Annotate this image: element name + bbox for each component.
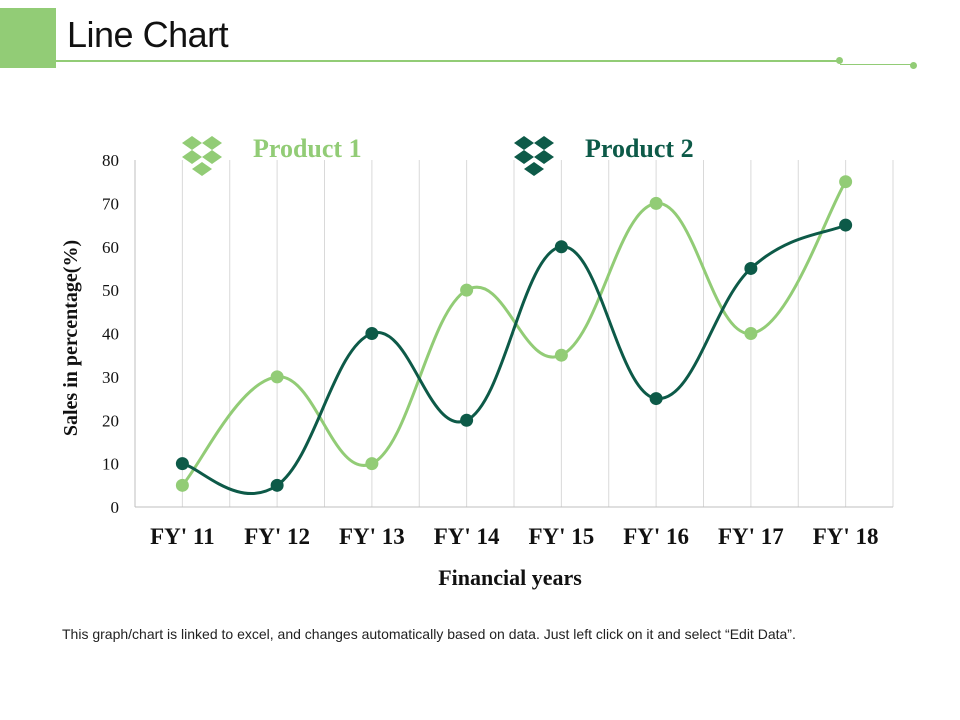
data-point-product-1 <box>839 175 853 189</box>
data-point-product-2 <box>839 218 853 232</box>
dropbox-icon-tile <box>182 150 202 164</box>
series-line-product-1 <box>181 180 847 487</box>
data-point-product-1 <box>649 196 663 210</box>
y-tick-label: 70 <box>102 194 119 213</box>
data-point-product-2 <box>270 478 284 492</box>
dropbox-icon-tile <box>182 136 202 150</box>
series-line-product-2 <box>181 223 847 496</box>
data-point-product-2 <box>365 327 379 340</box>
data-point-product-1 <box>460 283 474 297</box>
y-axis-label: Sales in percentage(%) <box>60 240 82 436</box>
dropbox-icon-tile <box>534 150 554 164</box>
x-axis-label: Financial years <box>438 565 582 590</box>
series-lines <box>175 175 853 496</box>
data-point-product-2 <box>554 240 568 254</box>
x-tick-label: FY' 18 <box>813 524 879 549</box>
y-tick-label: 30 <box>102 368 119 387</box>
dropbox-icon <box>182 136 222 176</box>
y-tick-label: 20 <box>102 411 119 430</box>
y-tick-label: 50 <box>102 281 119 300</box>
x-tick-labels: FY' 11 FY' 12 FY' 13 FY' 14 FY' 15 FY' 16 FY' … <box>150 524 878 549</box>
x-tick-label: FY' 14 <box>434 524 500 549</box>
data-point-product-2 <box>175 457 189 471</box>
x-tick-label: FY' 12 <box>244 524 310 549</box>
y-tick-label: 40 <box>102 325 119 344</box>
dropbox-icon <box>514 136 554 176</box>
data-point-product-2 <box>460 413 474 427</box>
chart-legend: Product 1 Product 2 <box>182 134 694 176</box>
data-point-product-1 <box>744 327 758 340</box>
data-point-product-1 <box>175 478 189 492</box>
dropbox-icon-tile <box>192 162 212 176</box>
x-tick-label: FY' 11 <box>150 524 215 549</box>
title-underline <box>56 60 838 62</box>
y-tick-label: 10 <box>102 455 119 474</box>
legend-label-product-2: Product 2 <box>585 134 694 163</box>
dropbox-icon-tile <box>202 136 222 150</box>
title-accent-block <box>0 8 56 68</box>
data-point-product-1 <box>365 457 379 471</box>
x-tick-label: FY' 16 <box>623 524 689 549</box>
footer-note: This graph/chart is linked to excel, and… <box>62 626 796 642</box>
title-rule-dot <box>910 62 917 69</box>
legend-label-product-1: Product 1 <box>253 134 362 163</box>
data-point-product-1 <box>554 348 568 362</box>
dropbox-icon-tile <box>534 136 554 150</box>
dropbox-icon-tile <box>514 136 534 150</box>
x-tick-label: FY' 13 <box>339 524 405 549</box>
page-title: Line Chart <box>67 14 229 55</box>
chart-gridlines <box>134 160 894 507</box>
data-point-product-2 <box>744 261 758 275</box>
y-tick-label: 0 <box>111 498 120 517</box>
dropbox-icon-tile <box>524 162 544 176</box>
y-tick-label: 80 <box>102 151 119 170</box>
y-tick-labels: 0 10 20 30 40 50 60 70 80 <box>102 151 119 517</box>
x-tick-label: FY' 15 <box>528 524 594 549</box>
dropbox-icon-tile <box>202 150 222 164</box>
data-point-product-1 <box>270 370 284 384</box>
dropbox-icon-tile <box>514 150 534 164</box>
title-underline-extension <box>840 64 914 65</box>
x-tick-label: FY' 17 <box>718 524 784 549</box>
data-point-product-2 <box>649 392 663 406</box>
y-tick-label: 60 <box>102 238 119 257</box>
title-rule-dot <box>836 57 843 64</box>
